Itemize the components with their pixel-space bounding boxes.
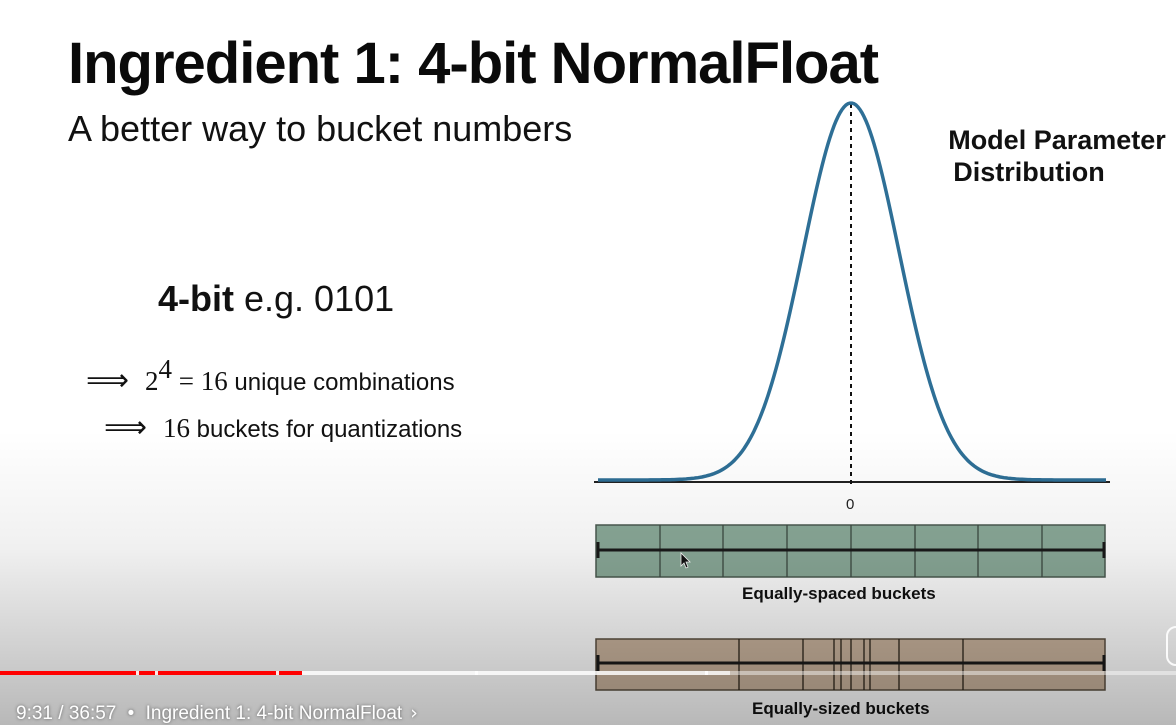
power-exponent: 4 (158, 354, 173, 384)
buckets-text: buckets for quantizations (190, 416, 463, 443)
implies-arrow-icon: ⟹ (104, 410, 148, 445)
progress-buffered (0, 671, 730, 675)
distribution-label-line2: Distribution (953, 157, 1105, 187)
buckets-line: ⟹ 16 buckets for quantizations (104, 410, 462, 445)
equally-spaced-buckets (595, 524, 1106, 578)
chapter-marker (136, 671, 139, 675)
equally-spaced-label: Equally-spaced buckets (742, 584, 936, 603)
equally-sized-buckets (595, 638, 1106, 691)
chapter-marker (276, 671, 279, 675)
progress-played (0, 671, 303, 675)
chapter-marker (705, 671, 708, 675)
power-result: = 16 (172, 366, 228, 396)
combinations-line: ⟹ 24 = 16 unique combinations (86, 354, 455, 398)
bits-example: 4-bit e.g. 0101 (158, 278, 394, 320)
chapter-marker (155, 671, 158, 675)
time-total: 36:57 (68, 703, 117, 724)
mouse-cursor-icon (680, 552, 691, 569)
chapter-title-button[interactable]: Ingredient 1: 4-bit NormalFloat › (145, 702, 418, 724)
zero-tick-label: 0 (846, 496, 855, 513)
slide-title: Ingredient 1: 4-bit NormalFloat (68, 31, 879, 96)
time-current: 9:31 (16, 703, 53, 724)
combinations-text: unique combinations (227, 369, 455, 396)
bits-bold: 4-bit (158, 278, 234, 319)
chapter-title: Ingredient 1: 4-bit NormalFloat (145, 703, 403, 724)
distribution-label: Model Parameter Distribution (932, 124, 1176, 188)
side-control-button[interactable] (1166, 626, 1176, 666)
chapter-marker (475, 671, 478, 675)
player-controls: 9:31 / 36:57 • Ingredient 1: 4-bit Norma… (16, 702, 418, 725)
bits-rest: e.g. 0101 (234, 278, 395, 319)
equally-sized-label: Equally-sized buckets (752, 699, 930, 718)
distribution-label-line1: Model Parameter (948, 125, 1166, 155)
slide-subtitle: A better way to bucket numbers (68, 108, 573, 149)
chevron-right-icon: › (410, 702, 418, 724)
distribution-curve (598, 101, 1106, 482)
bucket-count: 16 (163, 413, 191, 443)
implies-arrow-icon: ⟹ (86, 363, 130, 398)
power-base: 2 (145, 366, 159, 396)
time-separator: / (58, 703, 64, 724)
bullet-separator: • (127, 703, 135, 724)
